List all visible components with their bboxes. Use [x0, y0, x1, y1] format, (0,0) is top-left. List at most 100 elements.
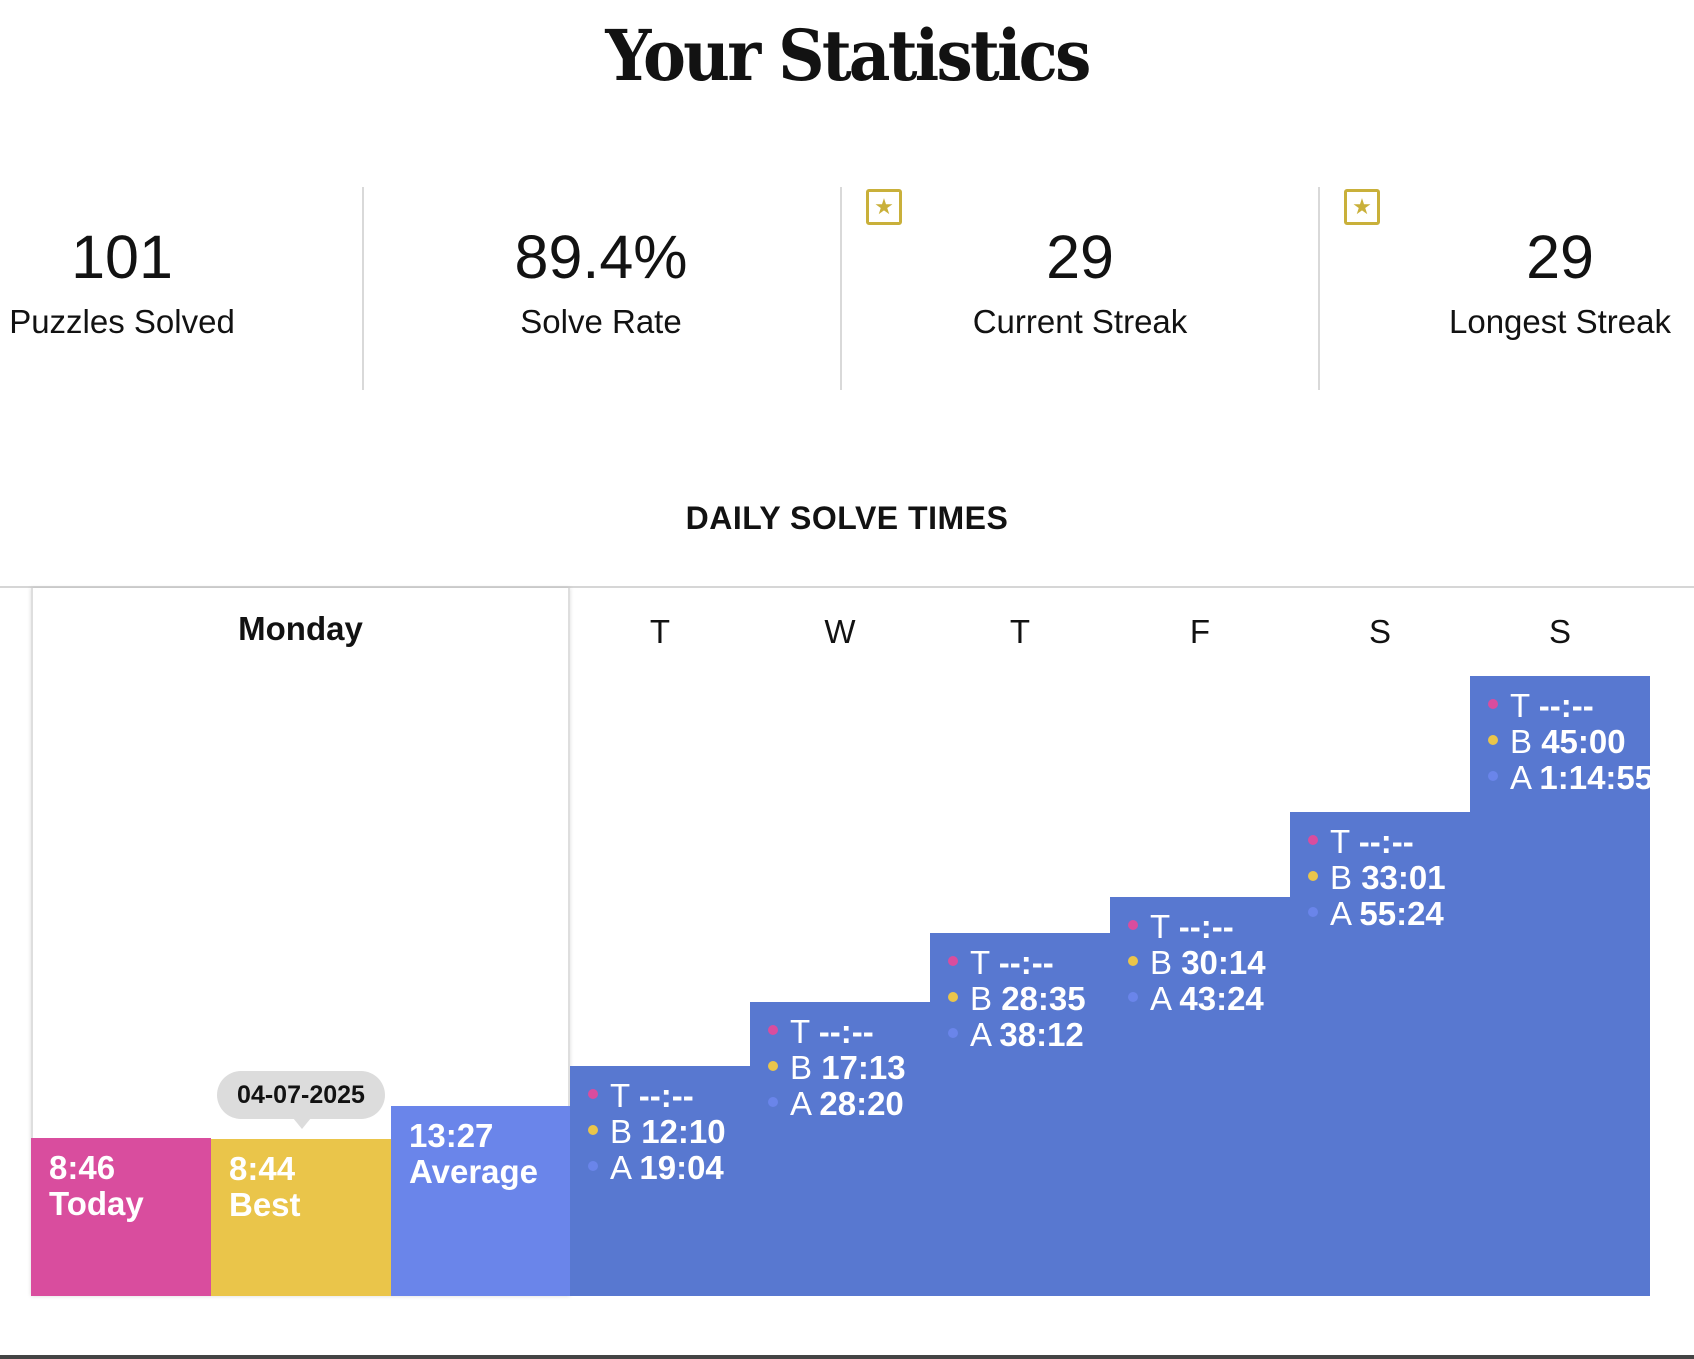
today-dot-icon	[948, 956, 958, 967]
row-prefix: A	[1510, 759, 1531, 796]
average-value: 19:04	[639, 1149, 724, 1186]
monday-panel[interactable]: Monday	[31, 588, 570, 1296]
today-row: T --:--	[1308, 824, 1446, 860]
day-bar-friday[interactable]: T --:-- B 30:14 A 43:24	[1110, 897, 1290, 1296]
average-bar[interactable]: 13:27 Average	[391, 1106, 570, 1296]
best-row: B 45:00	[1488, 724, 1651, 760]
stat-label: Current Streak	[972, 303, 1188, 340]
best-dot-icon	[768, 1061, 778, 1072]
day-times: T --:-- B 45:00 A 1:14:55	[1488, 688, 1651, 796]
row-prefix: T	[790, 1013, 810, 1050]
day-bar-wednesday[interactable]: T --:-- B 17:13 A 28:20	[750, 1002, 930, 1296]
row-prefix: T	[970, 944, 990, 981]
today-dot-icon	[1308, 835, 1318, 846]
best-value: 30:14	[1181, 944, 1266, 981]
day-times: T --:-- B 28:35 A 38:12	[948, 945, 1086, 1053]
row-prefix: B	[610, 1113, 633, 1150]
day-times: T --:-- B 33:01 A 55:24	[1308, 824, 1446, 932]
stat-label: Longest Streak	[1449, 303, 1671, 340]
best-dot-icon	[1488, 735, 1498, 746]
average-dot-icon	[1488, 771, 1498, 782]
row-prefix: B	[790, 1049, 813, 1086]
day-label: T	[1009, 613, 1031, 650]
row-prefix: B	[1330, 859, 1353, 896]
average-row: A 1:14:55	[1488, 760, 1651, 796]
today-row: T --:--	[1488, 688, 1651, 724]
section-heading: DAILY SOLVE TIMES	[685, 500, 1009, 536]
stat-value: 89.4%	[514, 223, 688, 291]
today-value: --:--	[1178, 908, 1234, 945]
average-value: 28:20	[819, 1085, 904, 1122]
average-value: 43:24	[1179, 980, 1264, 1017]
today-row: T --:--	[948, 945, 1086, 981]
best-row: B 33:01	[1308, 860, 1446, 896]
best-date-tooltip: 04-07-2025	[217, 1071, 385, 1119]
stats-row: 101 Puzzles Solved 89.4% Solve Rate ★ 29…	[0, 187, 1694, 390]
best-row: B 30:14	[1128, 945, 1266, 981]
best-time: 8:44	[229, 1150, 296, 1187]
stat-label: Puzzles Solved	[9, 303, 235, 340]
row-prefix: A	[970, 1016, 991, 1053]
stat-puzzles-solved: 101 Puzzles Solved	[0, 187, 244, 390]
stat-value: 29	[1526, 223, 1594, 291]
best-dot-icon	[948, 992, 958, 1003]
page-title: Your Statistics	[605, 14, 1091, 97]
best-dot-icon	[1128, 956, 1138, 967]
row-prefix: B	[970, 980, 993, 1017]
today-time: 8:46	[49, 1149, 116, 1186]
row-prefix: B	[1510, 723, 1533, 760]
best-row: B 17:13	[768, 1050, 906, 1086]
row-prefix: T	[610, 1077, 630, 1114]
day-label: S	[1548, 613, 1571, 650]
monday-title: Monday	[238, 610, 363, 647]
day-bar-tuesday[interactable]: T --:-- B 12:10 A 19:04	[570, 1066, 750, 1296]
average-dot-icon	[768, 1097, 778, 1108]
row-prefix: B	[1150, 944, 1173, 981]
row-prefix: A	[610, 1149, 631, 1186]
weekday-chart: T --:-- B 12:10 A 19:04 T --:-- B 17:13 …	[570, 588, 1651, 1296]
average-row: A 19:04	[588, 1150, 726, 1186]
stat-longest-streak: 29 Longest Streak	[1430, 187, 1690, 390]
stat-label: Solve Rate	[520, 303, 682, 340]
day-bar-saturday[interactable]: T --:-- B 33:01 A 55:24	[1290, 812, 1470, 1296]
row-prefix: T	[1150, 908, 1170, 945]
row-prefix: A	[1330, 895, 1351, 932]
today-row: T --:--	[1128, 909, 1266, 945]
best-label: Best	[229, 1186, 301, 1223]
day-times: T --:-- B 30:14 A 43:24	[1128, 909, 1266, 1017]
best-row: B 12:10	[588, 1114, 726, 1150]
best-dot-icon	[1308, 871, 1318, 882]
stat-value: 29	[1046, 223, 1114, 291]
today-value: --:--	[998, 944, 1054, 981]
section-divider	[0, 586, 1694, 588]
row-prefix: A	[790, 1085, 811, 1122]
day-label: S	[1368, 613, 1391, 650]
star-badge-icon: ★	[1344, 189, 1380, 225]
best-bar[interactable]: 8:44 Best	[211, 1139, 391, 1296]
best-value: 33:01	[1361, 859, 1446, 896]
stat-divider	[1318, 187, 1320, 390]
stat-solve-rate: 89.4% Solve Rate	[479, 187, 723, 390]
today-bar[interactable]: 8:46 Today	[31, 1138, 211, 1296]
row-prefix: A	[1150, 980, 1171, 1017]
average-label: Average	[409, 1153, 539, 1190]
day-times: T --:-- B 17:13 A 28:20	[768, 1014, 906, 1122]
day-times: T --:-- B 12:10 A 19:04	[588, 1078, 726, 1186]
today-dot-icon	[588, 1089, 598, 1100]
average-dot-icon	[1308, 907, 1318, 918]
tooltip-arrow	[293, 1118, 311, 1129]
row-prefix: T	[1330, 823, 1350, 860]
day-bar-thursday[interactable]: T --:-- B 28:35 A 38:12	[930, 933, 1110, 1296]
today-value: --:--	[1538, 687, 1594, 724]
today-value: --:--	[1358, 823, 1414, 860]
day-label: T	[649, 613, 671, 650]
average-row: A 43:24	[1128, 981, 1266, 1017]
average-value: 38:12	[999, 1016, 1084, 1053]
star-badge-icon: ★	[866, 189, 902, 225]
today-dot-icon	[1128, 920, 1138, 931]
average-value: 1:14:55	[1539, 759, 1651, 796]
day-bar-sunday[interactable]: T --:-- B 45:00 A 1:14:55	[1470, 676, 1651, 1296]
day-label: W	[824, 613, 856, 650]
average-row: A 28:20	[768, 1086, 906, 1122]
today-row: T --:--	[588, 1078, 726, 1114]
